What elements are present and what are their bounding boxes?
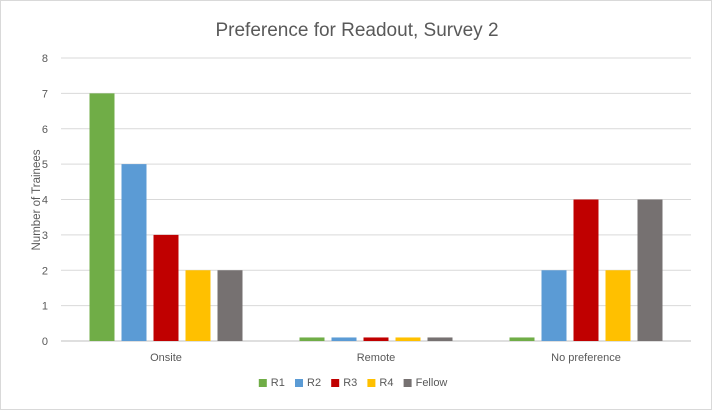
chart-title: Preference for Readout, Survey 2 xyxy=(215,20,498,41)
y-axis-ticks: 0 1 2 3 4 5 6 7 8 xyxy=(42,53,48,348)
y-tick-label: 8 xyxy=(42,53,48,65)
bar-r4-remote xyxy=(395,337,421,341)
legend-label-r2: R2 xyxy=(307,377,321,389)
x-axis-labels: Onsite Remote No preference xyxy=(150,352,621,364)
y-tick-label: 3 xyxy=(42,230,48,242)
y-tick-label: 6 xyxy=(42,124,48,136)
y-tick-label: 7 xyxy=(42,88,48,100)
legend-swatch-r1 xyxy=(258,379,267,387)
legend: R1 R2 R3 R4 Fellow xyxy=(258,377,448,389)
x-category-label: No preference xyxy=(551,352,621,364)
legend-label-fellow: Fellow xyxy=(416,377,448,389)
bar-fellow-remote xyxy=(427,337,453,341)
bar-r1-remote xyxy=(299,337,325,341)
bar-r2-no-preference xyxy=(541,270,567,341)
bar-r1-no-preference xyxy=(509,337,535,341)
legend-swatch-r4 xyxy=(367,379,376,387)
legend-label-r3: R3 xyxy=(343,377,357,389)
y-axis-title: Number of Trainees xyxy=(31,149,43,250)
x-category-label: Remote xyxy=(357,352,396,364)
legend-swatch-fellow xyxy=(403,379,412,387)
y-tick-label: 4 xyxy=(42,195,48,207)
legend-label-r1: R1 xyxy=(271,377,285,389)
legend-swatch-r2 xyxy=(295,379,303,387)
bar-r1-onsite xyxy=(89,93,115,341)
y-tick-label: 0 xyxy=(42,336,48,348)
y-tick-label: 2 xyxy=(42,265,48,277)
bar-r3-no-preference xyxy=(573,199,599,341)
bar-fellow-no-preference xyxy=(637,199,663,341)
bar-r3-remote xyxy=(363,337,389,341)
bar-fellow-onsite xyxy=(217,270,243,341)
x-category-label: Onsite xyxy=(150,352,182,364)
bar-r2-remote xyxy=(331,337,357,341)
bar-r3-onsite xyxy=(153,234,179,341)
bar-r2-onsite xyxy=(121,164,147,341)
bar-r4-no-preference xyxy=(605,270,631,341)
y-tick-label: 5 xyxy=(42,159,48,171)
bars xyxy=(89,93,663,341)
y-tick-label: 1 xyxy=(42,301,48,313)
bar-r4-onsite xyxy=(185,270,211,341)
legend-swatch-r3 xyxy=(331,379,340,387)
legend-label-r4: R4 xyxy=(379,377,393,389)
